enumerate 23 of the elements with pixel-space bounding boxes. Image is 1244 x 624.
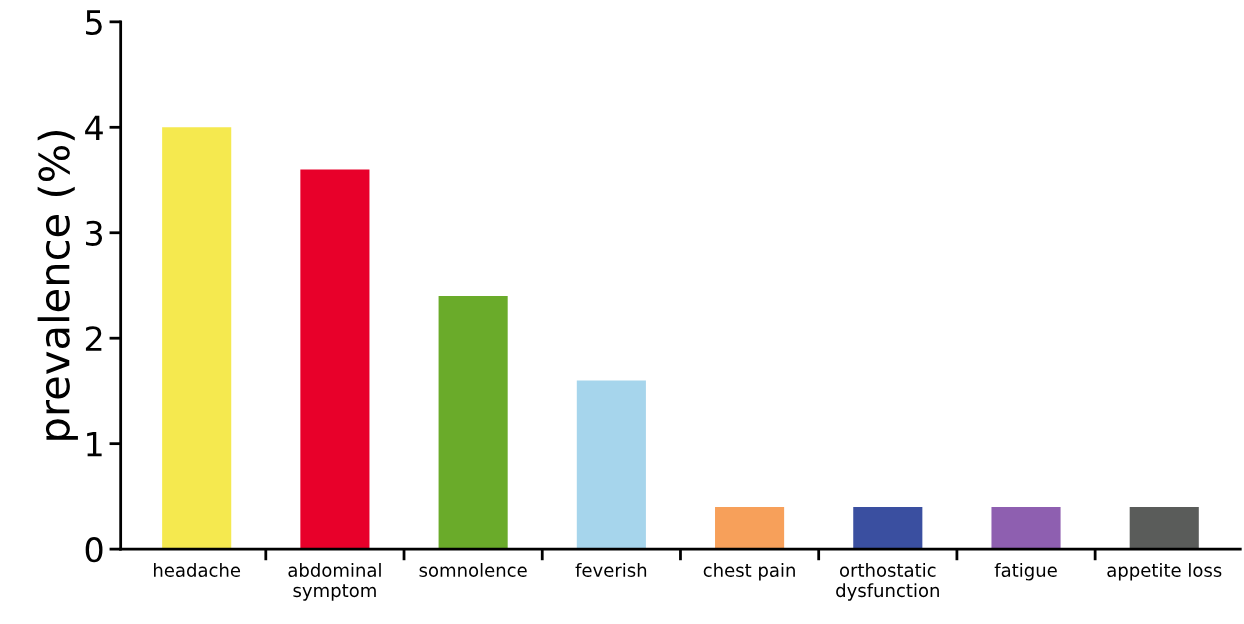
x-tick-label: headache [154,563,241,577]
x-tick-label: orthostatic dysfunction [836,563,939,601]
x-tick-label: chest pain [703,563,795,581]
bar [1129,506,1199,550]
bar [991,506,1061,550]
bar [438,296,508,550]
x-tick-label: somnolence [419,563,527,577]
x-tick-label: appetite loss [1107,563,1222,581]
y-tick-label: 4 [85,115,103,140]
bar [853,506,923,550]
x-tick-label: abdominal symptom [288,563,381,601]
y-tick-label: 2 [85,326,102,351]
x-tick-label: fatigue [994,563,1057,581]
y-axis-title: prevalence (%) [37,131,78,440]
bar [576,380,646,550]
bar [300,169,370,550]
x-tick-label: feverish [575,563,647,577]
y-tick-label: 3 [86,220,103,246]
y-tick-label: 5 [86,10,102,35]
bar [715,506,785,550]
bar [162,127,232,550]
y-tick-label: 0 [85,537,103,563]
y-tick-label: 1 [87,432,102,457]
